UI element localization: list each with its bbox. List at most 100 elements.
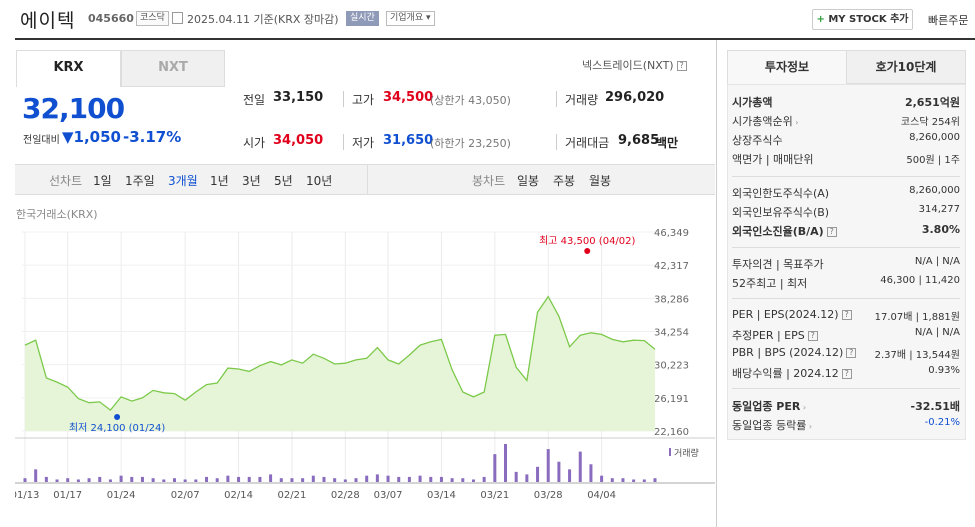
volume-bar	[23, 478, 27, 482]
x-tick-label: 03/07	[374, 490, 403, 501]
chevron-right-icon[interactable]: ›	[800, 403, 807, 412]
period-10y[interactable]: 10년	[306, 174, 333, 188]
period-5y[interactable]: 5년	[274, 174, 293, 188]
volume-bar	[461, 478, 465, 482]
volume-bar	[162, 479, 166, 482]
volume-bar	[407, 476, 411, 482]
invest-row-value: 46,300 | 11,420	[880, 275, 960, 286]
x-tick-label: 01/13	[15, 490, 39, 501]
calendar-icon	[172, 12, 183, 24]
y-tick-label: 26,191	[654, 394, 689, 405]
invest-row[interactable]: 외국인소진율(B/A)? 3.80%	[732, 223, 960, 241]
invest-row: 상장주식수 8,260,000	[732, 132, 960, 150]
plus-icon: +	[816, 14, 825, 25]
invest-row-label: 시가총액	[732, 96, 773, 109]
volume-legend-swatch	[669, 448, 671, 456]
min-marker	[114, 414, 121, 420]
volume-bar	[183, 479, 187, 482]
volume-bar	[44, 476, 48, 482]
volume-bar	[66, 478, 70, 482]
period-1w[interactable]: 1주일	[125, 174, 155, 188]
volume-bar	[290, 478, 294, 482]
add-my-stock-label: MY STOCK 추가	[828, 14, 909, 25]
invest-row: 52주최고 | 최저 46,300 | 11,420	[732, 275, 960, 293]
invest-row-label: 상장주식수	[732, 134, 783, 147]
candle-chart-label: 봉차트	[472, 174, 506, 188]
invest-row[interactable]: PER | EPS(2024.12)? 17.07배 | 1,881원	[732, 308, 960, 326]
period-1d[interactable]: 1일	[93, 174, 112, 188]
prev-close-label: 전일	[243, 93, 266, 107]
volume-bar	[397, 476, 401, 482]
volume-bar	[279, 478, 283, 482]
volume-value: 296,020	[605, 90, 665, 105]
volume-bar	[610, 478, 614, 482]
volume-bar	[536, 466, 540, 482]
period-3m[interactable]: 3개월	[168, 174, 198, 188]
help-icon[interactable]: ?	[841, 310, 852, 320]
volume-bar	[194, 479, 198, 482]
volume-bar	[301, 478, 305, 482]
invest-row: 시가총액 2,651억원	[732, 94, 960, 112]
volume-bar	[375, 474, 379, 482]
x-tick-label: 01/17	[53, 490, 82, 501]
volume-bar	[87, 478, 91, 482]
quick-order-link[interactable]: 빠른주문	[928, 14, 969, 27]
volume-legend: 거래량	[674, 447, 699, 459]
chevron-right-icon[interactable]: ›	[806, 422, 813, 431]
help-icon[interactable]: ?	[826, 227, 837, 237]
help-icon[interactable]: ?	[841, 369, 852, 379]
invest-row[interactable]: 배당수익률 | 2024.12? 0.93%	[732, 365, 960, 383]
volume-bar	[151, 478, 155, 482]
tab-nxt[interactable]: NXT	[121, 50, 225, 87]
invest-row: 외국인한도주식수(A) 8,260,000	[732, 185, 960, 203]
change-amount: ▼1,050	[62, 128, 121, 146]
help-icon[interactable]: ?	[676, 61, 687, 71]
invest-row-value: -0.21%	[924, 417, 960, 428]
invest-row[interactable]: 추정PER | EPS? N/A | N/A	[732, 327, 960, 345]
chevron-right-icon[interactable]: ›	[792, 118, 799, 127]
add-my-stock-button[interactable]: + MY STOCK 추가	[812, 9, 913, 30]
invest-row[interactable]: 시가총액순위 › 코스닥 254위	[732, 113, 960, 131]
volume-bar	[514, 471, 518, 482]
volume-bar	[76, 479, 80, 482]
volume-bar	[55, 479, 59, 482]
tab-order-book[interactable]: 호가10단계	[846, 50, 966, 84]
tab-krx[interactable]: KRX	[16, 50, 121, 87]
volume-bar	[119, 475, 123, 482]
low-value: 31,650	[383, 133, 434, 148]
candle-daily[interactable]: 일봉	[517, 174, 540, 188]
company-overview-dropdown[interactable]: 기업개요 ▾	[386, 11, 435, 26]
divider	[367, 164, 368, 195]
invest-row[interactable]: 동일업종 PER › -32.51배	[732, 398, 960, 416]
help-icon[interactable]: ?	[807, 331, 818, 341]
invest-row[interactable]: PBR | BPS (2024.12)? 2.37배 | 13,544원	[732, 346, 960, 364]
volume-bar	[365, 475, 369, 482]
invest-row-label: 시가총액순위	[732, 115, 793, 128]
realtime-badge[interactable]: 실시간	[346, 11, 379, 26]
volume-bar	[493, 454, 497, 482]
invest-row[interactable]: 동일업종 등락률 › -0.21%	[732, 417, 960, 435]
lower-limit: (하한가 23,250)	[430, 137, 511, 150]
help-icon[interactable]: ?	[846, 348, 857, 358]
volume-bar	[621, 478, 625, 482]
tab-invest-info[interactable]: 투자정보	[727, 50, 847, 84]
volume-bar	[108, 479, 112, 482]
volume-bar	[343, 479, 347, 482]
volume-bar	[354, 478, 358, 482]
period-1y[interactable]: 1년	[210, 174, 229, 188]
candle-weekly[interactable]: 주봉	[553, 174, 576, 188]
divider	[343, 134, 344, 150]
volume-bar	[258, 476, 262, 482]
candle-monthly[interactable]: 월봉	[589, 174, 612, 188]
x-tick-label: 02/28	[331, 490, 360, 501]
chart-source: 한국거래소(KRX)	[16, 208, 98, 221]
price-chart: 46,349 42,317 38,286 34,254 30,223 26,191 22,1…	[15, 228, 715, 501]
nextrade-link[interactable]: 넥스트레이드(NXT)?	[582, 57, 687, 73]
volume-bar	[632, 479, 636, 482]
volume-bar	[504, 444, 508, 482]
period-3y[interactable]: 3년	[242, 174, 261, 188]
upper-limit: (상한가 43,050)	[430, 94, 511, 107]
volume-bar	[482, 476, 486, 482]
high-label: 고가	[352, 93, 375, 107]
invest-row-value: 8,260,000	[909, 132, 960, 143]
